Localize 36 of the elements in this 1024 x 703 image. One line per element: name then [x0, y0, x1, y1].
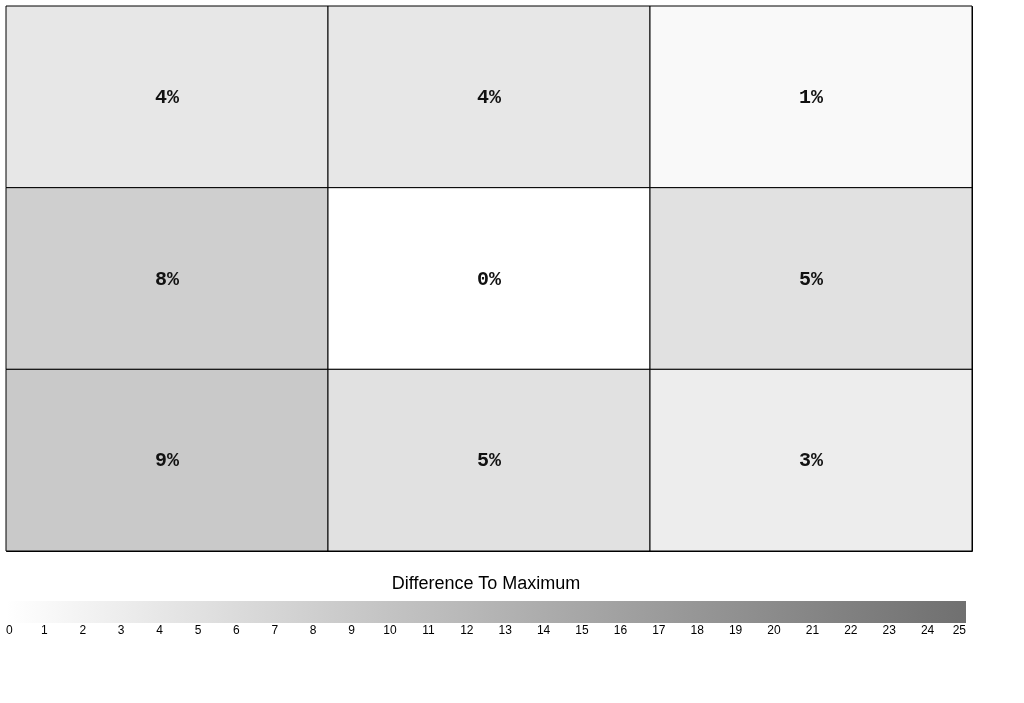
data-label: 9% — [154, 449, 180, 473]
color-bar-label: 12 — [460, 623, 474, 637]
color-bar-label: 5 — [194, 623, 202, 637]
color-bar-label: 24 — [920, 623, 935, 637]
color-bar-label: 7 — [271, 623, 279, 637]
data-label: 4% — [154, 85, 180, 109]
color-bar-label: 9 — [348, 623, 356, 637]
data-label: 5% — [798, 267, 824, 291]
color-bar-label: 20 — [767, 623, 781, 637]
color-bar-label: 18 — [690, 623, 705, 637]
color-bar-label: 25 — [952, 623, 967, 637]
color-bar-title: Difference To Maximum — [391, 573, 581, 593]
data-label: 0% — [476, 267, 502, 291]
color-bar-label: 6 — [233, 623, 241, 637]
color-bar-label: 17 — [652, 623, 666, 637]
data-label: 3% — [798, 449, 824, 473]
data-label: 4% — [476, 85, 502, 109]
data-label: 5% — [476, 449, 502, 473]
color-bar-label: 19 — [728, 623, 743, 637]
color-bar-label: 21 — [805, 623, 820, 637]
color-bar-label: 23 — [882, 623, 897, 637]
color-bar-label: 1 — [41, 623, 49, 637]
color-bar-label: 14 — [536, 623, 551, 637]
color-bar-label: 0 — [6, 623, 13, 637]
color-bar-label: 2 — [79, 623, 87, 637]
color-bar-label: 11 — [422, 623, 435, 637]
data-label: 1% — [798, 85, 824, 109]
data-label: 8% — [154, 267, 180, 291]
color-bar-label: 16 — [613, 623, 628, 637]
color-bar-label: 13 — [498, 623, 513, 637]
color-bar-label: 4 — [156, 623, 164, 637]
color-bar-label: 22 — [844, 623, 858, 637]
color-bar-label: 10 — [383, 623, 397, 637]
color-bar-label: 3 — [117, 623, 125, 637]
color-bar-label: 8 — [309, 623, 317, 637]
color-bar-label: 15 — [575, 623, 589, 637]
